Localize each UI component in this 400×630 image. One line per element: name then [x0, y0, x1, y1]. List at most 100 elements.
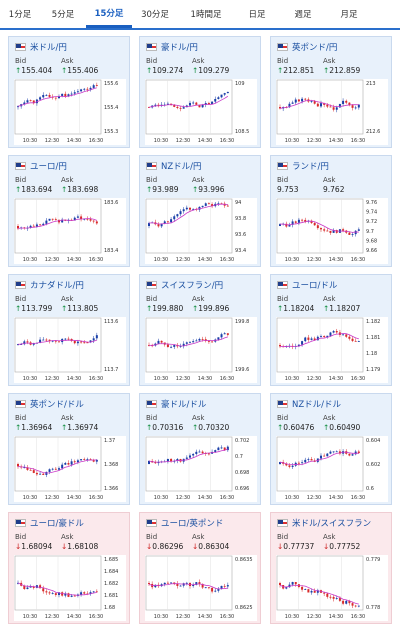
bid-value: ↓0.77737 — [277, 542, 314, 551]
currency-pair-title[interactable]: スイスフラン/円 — [146, 279, 223, 291]
currency-pair-title[interactable]: ユーロ/豪ドル — [15, 517, 84, 529]
rate-card[interactable]: NZドル/ドル Bid Ask ↑0.60476 ↑0.60490 0.604 0.602 0… — [270, 393, 392, 505]
candlestick-chart[interactable]: 113.6 113.7 10:30 12:30 14:30 16:30 — [14, 317, 126, 383]
currency-pair-title[interactable]: ランド/円 — [277, 160, 329, 172]
currency-pair-name[interactable]: スイスフラン/円 — [161, 281, 224, 291]
candlestick-chart[interactable]: 1.685 1.684 1.682 1.681 1.68 10:30 12:30 14:30 1… — [14, 555, 126, 621]
candle-body — [166, 221, 169, 223]
rate-card[interactable]: 豪ドル/円 Bid Ask ↑109.274 ↑109.279 109 108.5 10:30… — [139, 36, 261, 148]
y-tick-label: 183.6 — [104, 200, 118, 206]
rate-card[interactable]: 豪ドル/ドル Bid Ask ↑0.70316 ↑0.70320 0.702 0.7 0.69… — [139, 393, 261, 505]
candle-body — [29, 225, 32, 228]
bid-price: 1.18204 — [283, 304, 315, 313]
candlestick-chart[interactable]: 199.8 199.6 10:30 12:30 14:30 16:30 — [145, 317, 257, 383]
ask-price: 0.86304 — [198, 542, 230, 551]
candlestick-chart[interactable]: 0.604 0.602 0.6 10:30 12:30 14:30 16:30 — [276, 436, 388, 502]
bid-value: ↑93.989 — [146, 185, 179, 194]
rate-card[interactable]: NZドル/円 Bid Ask ↑93.989 ↑93.996 94 93.8 93.6 93.4… — [139, 155, 261, 267]
currency-pair-name[interactable]: 豪ドル/ドル — [161, 400, 207, 410]
rate-card[interactable]: ユーロ/ドル Bid Ask ↑1.18204 ↑1.18207 1.182 1.181 1.… — [270, 274, 392, 386]
candle-body — [76, 91, 79, 93]
currency-pair-title[interactable]: 英ポンド/円 — [277, 41, 337, 53]
candlestick-chart[interactable]: 155.6 155.4 155.3 10:30 12:30 14:30 16:30 — [14, 79, 126, 145]
currency-pair-title[interactable]: 豪ドル/ドル — [146, 398, 206, 410]
candle-body — [198, 451, 201, 453]
currency-pair-title[interactable]: ユーロ/円 — [15, 160, 67, 172]
candle-body — [89, 219, 92, 221]
candlestick-chart[interactable]: 1.182 1.181 1.18 1.179 10:30 12:30 14:30 16:30 — [276, 317, 388, 383]
flag-icon — [15, 281, 26, 289]
currency-pair-title[interactable]: ユーロ/英ポンド — [146, 517, 223, 529]
candlestick-chart[interactable]: 109 108.5 10:30 12:30 14:30 16:30 — [145, 79, 257, 145]
currency-pair-title[interactable]: 英ポンド/ドル — [15, 398, 84, 410]
y-tick-label: 94 — [235, 200, 241, 206]
currency-pair-name[interactable]: 英ポンド/円 — [292, 43, 338, 53]
x-tick-label: 14:30 — [329, 257, 343, 263]
y-tick-label: 0.604 — [366, 438, 380, 444]
candlestick-chart[interactable]: 183.6 183.4 10:30 12:30 14:30 16:30 — [14, 198, 126, 264]
currency-pair-name[interactable]: ユーロ/豪ドル — [30, 519, 84, 529]
rate-card[interactable]: 米ドル/円 Bid Ask ↑155.404 ↑155.406 155.6 155.4 155… — [8, 36, 130, 148]
candle-body — [176, 583, 179, 586]
candlestick-chart[interactable]: 0.779 0.778 10:30 12:30 14:30 16:30 — [276, 555, 388, 621]
candle-body — [95, 221, 98, 224]
currency-pair-title[interactable]: カナダドル/円 — [15, 279, 84, 291]
moving-average-line — [148, 583, 228, 590]
candle-body — [220, 447, 223, 449]
rate-card[interactable]: 英ポンド/円 Bid Ask ↑212.851 ↑212.859 213 212.6 10:3… — [270, 36, 392, 148]
rate-card[interactable]: 英ポンド/ドル Bid Ask ↑1.36964 ↑1.36974 1.37 1.368 1.… — [8, 393, 130, 505]
candle-body — [310, 338, 313, 340]
currency-pair-name[interactable]: 豪ドル/円 — [161, 43, 198, 53]
currency-pair-name[interactable]: ユーロ/円 — [30, 162, 67, 172]
tab-timeframe[interactable]: 5分足 — [51, 10, 75, 20]
currency-pair-name[interactable]: 英ポンド/ドル — [30, 400, 84, 410]
tab-timeframe[interactable]: 15分足 — [86, 0, 132, 28]
currency-pair-title[interactable]: ユーロ/ドル — [277, 279, 337, 291]
candlestick-chart[interactable]: 0.702 0.7 0.698 0.696 10:30 12:30 14:30 16:30 — [145, 436, 257, 502]
currency-pair-title[interactable]: NZドル/ドル — [277, 398, 341, 410]
rate-card[interactable]: カナダドル/円 Bid Ask ↑113.799 ↑113.805 113.6 113.7 1… — [8, 274, 130, 386]
currency-pair-title[interactable]: 米ドル/スイスフラン — [277, 517, 371, 529]
currency-pair-name[interactable]: ユーロ/英ポンド — [161, 519, 224, 529]
rate-card[interactable]: 米ドル/スイスフラン Bid Ask ↓0.77737 ↓0.77752 0.779 0.7… — [270, 512, 392, 624]
rate-card[interactable]: ユーロ/円 Bid Ask ↑183.694 ↑183.698 183.6 183.4 10:… — [8, 155, 130, 267]
tab-timeframe[interactable]: 週足 — [294, 10, 312, 20]
tab-timeframe[interactable]: 月足 — [340, 10, 358, 20]
candlestick-chart[interactable]: 0.8635 0.8625 10:30 12:30 14:30 16:30 — [145, 555, 257, 621]
x-tick-label: 12:30 — [45, 495, 59, 501]
currency-pair-name[interactable]: 米ドル/円 — [30, 43, 67, 53]
candlestick-chart[interactable]: 1.37 1.368 1.366 10:30 12:30 14:30 16:30 — [14, 436, 126, 502]
currency-pair-name[interactable]: NZドル/円 — [161, 162, 202, 172]
currency-pair-name[interactable]: ユーロ/ドル — [292, 281, 338, 291]
candle-body — [304, 98, 307, 100]
currency-pair-name[interactable]: 米ドル/スイスフラン — [292, 519, 372, 529]
rate-card[interactable]: ユーロ/豪ドル Bid Ask ↓1.68094 ↓1.68108 1.685 1.684 1… — [8, 512, 130, 624]
currency-pair-name[interactable]: カナダドル/円 — [30, 281, 84, 291]
candle-body — [351, 338, 354, 341]
ask-price: 9.762 — [323, 185, 345, 194]
currency-pair-title[interactable]: 米ドル/円 — [15, 41, 67, 53]
currency-pair-name[interactable]: NZドル/ドル — [292, 400, 342, 410]
rate-card[interactable]: スイスフラン/円 Bid Ask ↑199.880 ↑199.896 199.8 199.6… — [139, 274, 261, 386]
rate-card[interactable]: ユーロ/英ポンド Bid Ask ↓0.86296 ↓0.86304 0.8635 0.86… — [139, 512, 261, 624]
candle-body — [157, 104, 160, 106]
x-tick-label: 10:30 — [285, 495, 299, 501]
candlestick-chart[interactable]: 9.76 9.74 9.72 9.7 9.68 9.66 10:30 12:30 14:30 16… — [276, 198, 388, 264]
currency-pair-name[interactable]: ランド/円 — [292, 162, 329, 172]
currency-pair-title[interactable]: 豪ドル/円 — [146, 41, 198, 53]
candle-body — [76, 460, 79, 463]
rate-card[interactable]: ランド/円 Bid Ask 9.753 9.762 9.76 9.74 9.72 9.7 9.68… — [270, 155, 392, 267]
tab-timeframe[interactable]: 1時間足 — [190, 10, 222, 20]
x-tick-label: 14:30 — [67, 614, 81, 620]
tab-timeframe[interactable]: 1分足 — [8, 10, 32, 20]
arrow-up-icon: ↑ — [323, 423, 330, 432]
candle-body — [348, 102, 351, 106]
bid-label: Bid — [15, 533, 27, 541]
candlestick-chart[interactable]: 94 93.8 93.6 93.4 10:30 12:30 14:30 16:30 — [145, 198, 257, 264]
tab-timeframe[interactable]: 30分足 — [141, 10, 169, 20]
candle-body — [310, 459, 313, 461]
tab-timeframe[interactable]: 日足 — [248, 10, 266, 20]
currency-pair-title[interactable]: NZドル/円 — [146, 160, 202, 172]
candlestick-chart[interactable]: 213 212.6 10:30 12:30 14:30 16:30 — [276, 79, 388, 145]
bid-label: Bid — [146, 414, 158, 422]
